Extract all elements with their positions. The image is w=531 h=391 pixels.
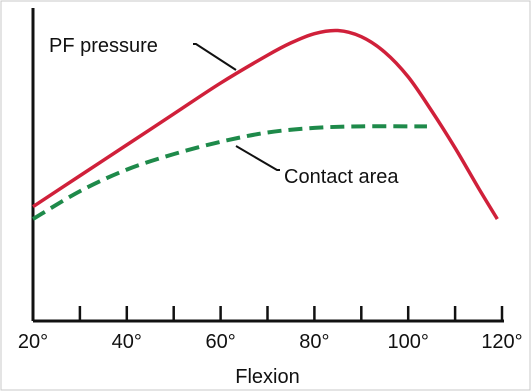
- x-axis-title: Flexion: [235, 366, 299, 388]
- series-layer: [31, 28, 499, 221]
- x-tick-label: 60°: [205, 331, 235, 353]
- contact-area-leader-line: [235, 145, 280, 171]
- pf-pressure-line: [32, 28, 499, 220]
- x-tick-label: 20°: [18, 331, 48, 353]
- x-tick-label: 120°: [481, 331, 522, 353]
- x-tick-label: 40°: [112, 331, 142, 353]
- x-tick-label: 80°: [299, 331, 329, 353]
- x-tick-label: 100°: [388, 331, 429, 353]
- axes: 20° 40° 60° 80° 100° 120°: [18, 8, 523, 353]
- pf-pressure-label: PF pressure: [49, 35, 158, 57]
- pf-pressure-leader-line: [193, 43, 237, 71]
- contact-area-label: Contact area: [284, 166, 399, 188]
- annotations: PF pressure Contact area: [49, 35, 399, 188]
